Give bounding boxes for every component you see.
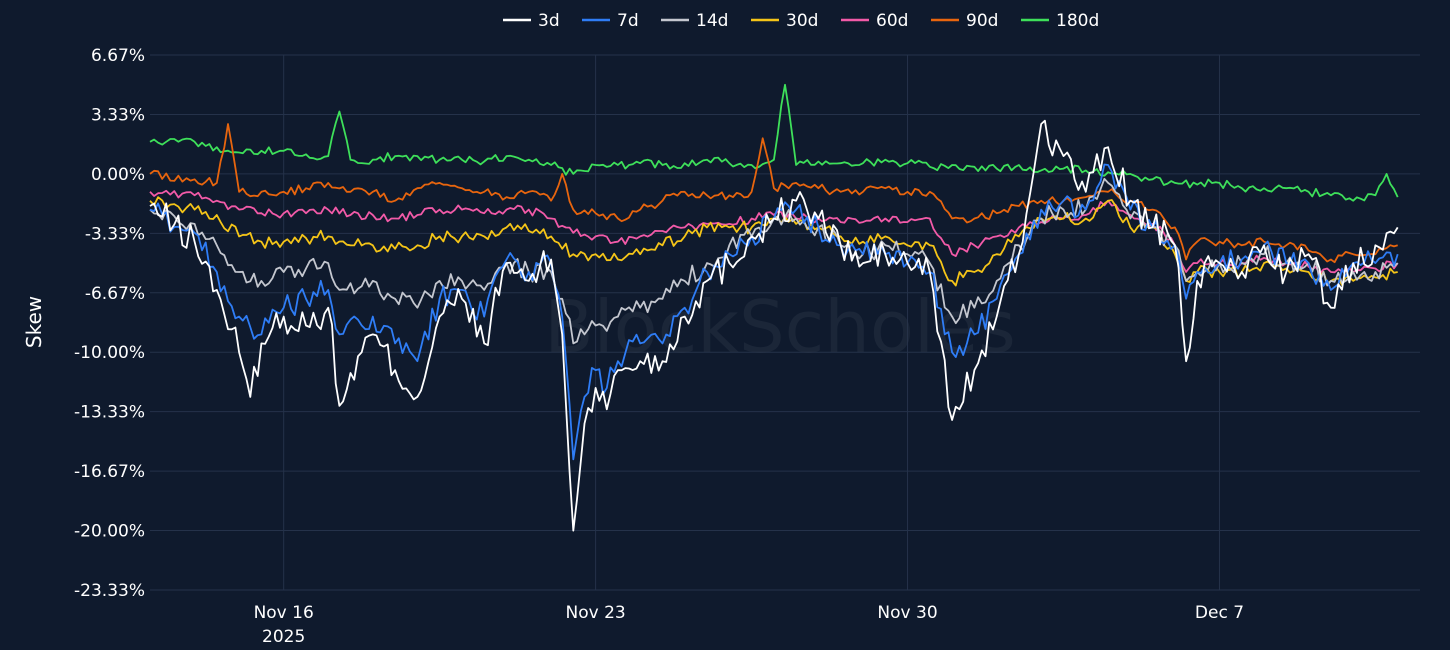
legend-label: 14d (696, 11, 728, 31)
y-tick-label: -13.33% (74, 403, 145, 423)
x-axis: Nov 16 2025 Nov 23 Nov 30 Dec 7 (254, 603, 1244, 647)
x-tick-label: Nov 30 (877, 603, 937, 623)
y-tick-label: -20.00% (74, 522, 145, 542)
series-line-180d (149, 83, 1399, 202)
legend-item-3d[interactable]: 3d (503, 11, 560, 31)
series-line-3d (149, 119, 1399, 532)
legend[interactable]: 3d 7d 14d 30d 60d 90d 180d (503, 11, 1099, 31)
legend-label: 30d (786, 11, 818, 31)
legend-label: 7d (617, 11, 639, 31)
legend-label: 3d (538, 11, 560, 31)
y-tick-label: 6.67% (91, 46, 145, 66)
y-tick-label: -6.67% (85, 284, 145, 304)
x-tick-label: Dec 7 (1195, 603, 1244, 623)
y-tick-label: 3.33% (91, 105, 145, 125)
legend-item-180d[interactable]: 180d (1021, 11, 1099, 31)
y-tick-label: 0.00% (91, 165, 145, 185)
series-line-90d (149, 123, 1398, 264)
series-lines (149, 83, 1399, 532)
watermark: BlockScholes (544, 285, 1016, 369)
y-tick-label: -23.33% (74, 581, 145, 601)
y-axis-label: Skew (22, 296, 46, 348)
legend-label: 180d (1056, 11, 1099, 31)
y-tick-label: -3.33% (85, 224, 145, 244)
legend-item-7d[interactable]: 7d (582, 11, 639, 31)
legend-item-30d[interactable]: 30d (751, 11, 818, 31)
legend-item-90d[interactable]: 90d (931, 11, 998, 31)
y-axis: 6.67% 3.33% 0.00% -3.33% -6.67% -10.00% -13.33… (74, 46, 145, 601)
legend-item-60d[interactable]: 60d (841, 11, 908, 31)
x-tick-year: 2025 (262, 627, 305, 647)
x-tick-label: Nov 16 (254, 603, 314, 623)
y-tick-label: -16.67% (74, 462, 145, 482)
series-line-14d (149, 177, 1399, 345)
y-tick-label: -10.00% (74, 343, 145, 363)
legend-item-14d[interactable]: 14d (661, 11, 728, 31)
series-line-7d (149, 163, 1399, 461)
x-tick-label: Nov 23 (566, 603, 626, 623)
legend-label: 60d (876, 11, 908, 31)
legend-label: 90d (966, 11, 998, 31)
